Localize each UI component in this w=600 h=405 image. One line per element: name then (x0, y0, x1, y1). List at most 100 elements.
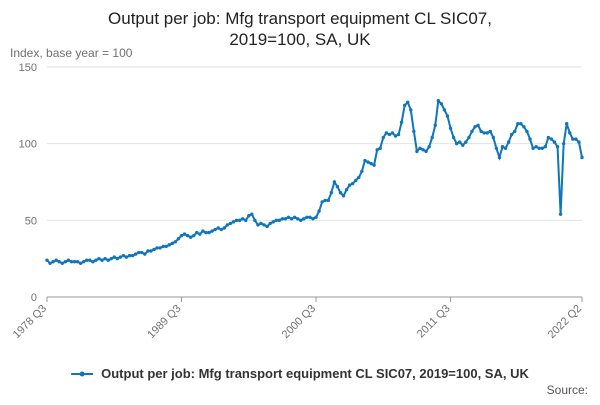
point (265, 224, 269, 229)
point (378, 146, 382, 150)
point (332, 180, 337, 184)
point (124, 255, 129, 259)
point (357, 175, 361, 180)
point (63, 260, 68, 264)
legend-item: Output per job: Mfg transport equipment … (71, 366, 529, 381)
point (525, 129, 529, 134)
point (45, 258, 49, 262)
point (488, 129, 492, 134)
point (546, 135, 551, 140)
point (537, 146, 541, 150)
point (366, 160, 370, 164)
point (85, 258, 89, 262)
point (522, 125, 526, 129)
point (213, 227, 217, 232)
point (534, 145, 538, 149)
point (112, 255, 116, 259)
chart-title: Output per job: Mfg transport equipment … (108, 9, 492, 28)
point (503, 146, 508, 150)
point (179, 233, 184, 238)
point (60, 261, 64, 265)
point (363, 158, 367, 163)
point (577, 140, 581, 144)
point (464, 140, 468, 144)
point (289, 217, 294, 221)
x-tick-label: 1978 Q3 (11, 303, 49, 341)
point (167, 243, 171, 247)
point (308, 215, 312, 219)
point (48, 261, 52, 265)
point (280, 217, 285, 221)
point (491, 135, 496, 140)
point (375, 148, 379, 152)
point (354, 178, 358, 183)
point (528, 137, 532, 141)
point (216, 226, 220, 230)
point (106, 258, 110, 262)
point (262, 223, 266, 227)
y-tick-label: 150 (19, 62, 37, 74)
point (320, 200, 324, 204)
point (133, 252, 138, 256)
point (540, 146, 544, 150)
point (445, 114, 450, 118)
point (549, 137, 554, 141)
point (384, 131, 389, 135)
point (558, 212, 563, 216)
point (72, 260, 77, 264)
point (485, 131, 489, 135)
point (146, 249, 150, 253)
point (482, 131, 486, 135)
point (170, 241, 175, 246)
point (164, 244, 168, 249)
point (118, 255, 123, 259)
point (565, 122, 569, 126)
point (69, 260, 74, 264)
point (130, 253, 135, 258)
y-tick-label: 100 (19, 139, 37, 151)
point (311, 217, 315, 221)
x-tick-label: 1989 Q3 (145, 303, 183, 341)
point (286, 215, 291, 219)
point (516, 122, 520, 126)
y-tick-label: 0 (31, 292, 37, 304)
point (381, 135, 385, 140)
point (448, 126, 453, 131)
x-tick-label: 2011 Q3 (415, 303, 453, 341)
point (240, 217, 245, 221)
point (127, 253, 132, 258)
point (519, 122, 523, 126)
point (78, 261, 83, 265)
point (427, 145, 431, 149)
point (409, 108, 413, 112)
x-tick-label: 2022 Q2 (546, 303, 584, 341)
point (149, 249, 153, 253)
point (198, 232, 202, 236)
point (155, 246, 159, 250)
point (402, 103, 407, 108)
point (219, 227, 223, 232)
point (51, 260, 55, 264)
point (173, 240, 178, 244)
legend-marker (79, 371, 85, 377)
point (302, 217, 306, 221)
point (176, 237, 181, 241)
point (299, 218, 303, 223)
point (182, 232, 187, 236)
point (387, 132, 392, 137)
point (210, 229, 214, 233)
point (292, 215, 297, 219)
point (442, 108, 447, 112)
point (103, 256, 107, 261)
point (109, 256, 113, 261)
point (323, 198, 327, 203)
point (195, 230, 199, 235)
point (137, 250, 141, 255)
point (244, 218, 248, 223)
point (228, 221, 233, 226)
point (94, 258, 98, 262)
point (326, 198, 330, 203)
point (418, 146, 422, 150)
point (568, 131, 572, 135)
point (268, 221, 272, 226)
